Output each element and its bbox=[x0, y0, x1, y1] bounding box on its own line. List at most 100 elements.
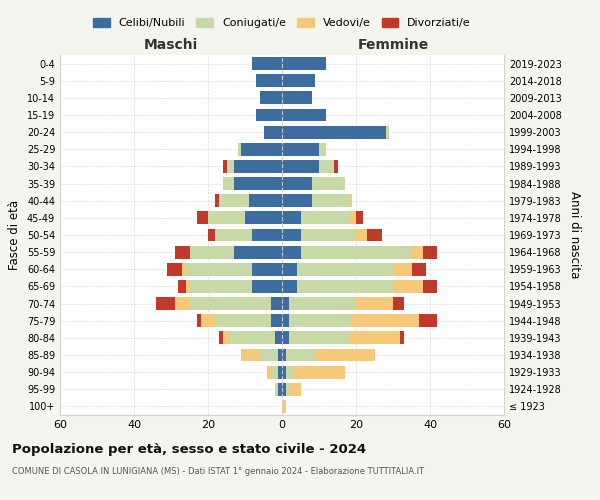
Bar bbox=[238, 143, 241, 156]
Bar bbox=[393, 263, 412, 276]
Bar bbox=[419, 314, 437, 327]
Y-axis label: Anni di nascita: Anni di nascita bbox=[568, 192, 581, 278]
Bar bbox=[289, 383, 301, 396]
Bar bbox=[256, 108, 282, 122]
Bar bbox=[289, 297, 356, 310]
Bar bbox=[208, 228, 215, 241]
Bar bbox=[386, 126, 389, 138]
Bar bbox=[282, 348, 286, 362]
Bar bbox=[282, 400, 286, 413]
Bar bbox=[249, 194, 282, 207]
Bar bbox=[282, 143, 319, 156]
Bar bbox=[223, 160, 227, 173]
Bar bbox=[282, 332, 289, 344]
Bar bbox=[286, 348, 316, 362]
Bar bbox=[234, 246, 282, 258]
Bar bbox=[197, 212, 208, 224]
Bar bbox=[356, 297, 393, 310]
Bar bbox=[175, 297, 190, 310]
Bar bbox=[253, 263, 282, 276]
Bar bbox=[356, 228, 367, 241]
Bar bbox=[275, 332, 282, 344]
Bar bbox=[186, 263, 253, 276]
Bar bbox=[190, 280, 253, 293]
Bar bbox=[245, 212, 282, 224]
Bar bbox=[412, 246, 422, 258]
Bar bbox=[311, 177, 345, 190]
Bar bbox=[282, 194, 311, 207]
Bar bbox=[175, 246, 190, 258]
Bar bbox=[282, 246, 301, 258]
Bar bbox=[282, 177, 311, 190]
Bar bbox=[219, 194, 249, 207]
Bar bbox=[282, 160, 319, 173]
Bar bbox=[352, 314, 419, 327]
Bar bbox=[223, 332, 230, 344]
Bar bbox=[197, 314, 200, 327]
Bar bbox=[208, 212, 245, 224]
Bar bbox=[286, 366, 293, 378]
Bar bbox=[289, 314, 352, 327]
Bar bbox=[282, 280, 297, 293]
Bar bbox=[282, 263, 297, 276]
Bar bbox=[316, 348, 374, 362]
Bar bbox=[253, 280, 282, 293]
Bar bbox=[289, 332, 349, 344]
Bar bbox=[271, 297, 282, 310]
Bar bbox=[256, 74, 282, 87]
Bar bbox=[282, 212, 301, 224]
Bar bbox=[349, 212, 356, 224]
Bar bbox=[260, 92, 282, 104]
Bar bbox=[422, 280, 437, 293]
Bar bbox=[223, 177, 234, 190]
Bar bbox=[190, 297, 271, 310]
Bar bbox=[282, 383, 286, 396]
Bar bbox=[234, 160, 282, 173]
Bar bbox=[178, 280, 186, 293]
Bar bbox=[190, 246, 234, 258]
Bar bbox=[400, 332, 404, 344]
Bar bbox=[422, 246, 437, 258]
Bar bbox=[297, 280, 393, 293]
Bar bbox=[282, 314, 289, 327]
Legend: Celibi/Nubili, Coniugati/e, Vedovi/e, Divorziati/e: Celibi/Nubili, Coniugati/e, Vedovi/e, Di… bbox=[89, 13, 475, 32]
Bar bbox=[234, 177, 282, 190]
Bar bbox=[412, 263, 426, 276]
Bar bbox=[215, 228, 253, 241]
Bar bbox=[241, 348, 260, 362]
Bar bbox=[219, 332, 223, 344]
Bar bbox=[186, 280, 190, 293]
Bar bbox=[253, 57, 282, 70]
Text: Maschi: Maschi bbox=[144, 38, 198, 52]
Bar bbox=[278, 366, 282, 378]
Bar bbox=[301, 212, 349, 224]
Bar bbox=[334, 160, 337, 173]
Bar bbox=[367, 228, 382, 241]
Bar bbox=[156, 297, 175, 310]
Bar bbox=[200, 314, 215, 327]
Bar bbox=[393, 280, 422, 293]
Bar bbox=[393, 297, 404, 310]
Bar bbox=[282, 57, 326, 70]
Bar bbox=[253, 228, 282, 241]
Bar bbox=[319, 143, 326, 156]
Bar bbox=[278, 348, 282, 362]
Text: Femmine: Femmine bbox=[358, 38, 428, 52]
Bar bbox=[356, 212, 364, 224]
Bar bbox=[297, 263, 393, 276]
Text: Popolazione per età, sesso e stato civile - 2024: Popolazione per età, sesso e stato civil… bbox=[12, 442, 366, 456]
Bar bbox=[286, 383, 289, 396]
Bar bbox=[215, 194, 219, 207]
Bar bbox=[282, 74, 316, 87]
Bar bbox=[271, 314, 282, 327]
Bar bbox=[230, 332, 275, 344]
Bar bbox=[275, 383, 278, 396]
Bar bbox=[260, 348, 278, 362]
Bar bbox=[241, 143, 282, 156]
Bar bbox=[311, 194, 349, 207]
Bar bbox=[167, 263, 182, 276]
Y-axis label: Fasce di età: Fasce di età bbox=[8, 200, 21, 270]
Bar bbox=[263, 126, 282, 138]
Bar bbox=[215, 314, 271, 327]
Bar bbox=[301, 228, 356, 241]
